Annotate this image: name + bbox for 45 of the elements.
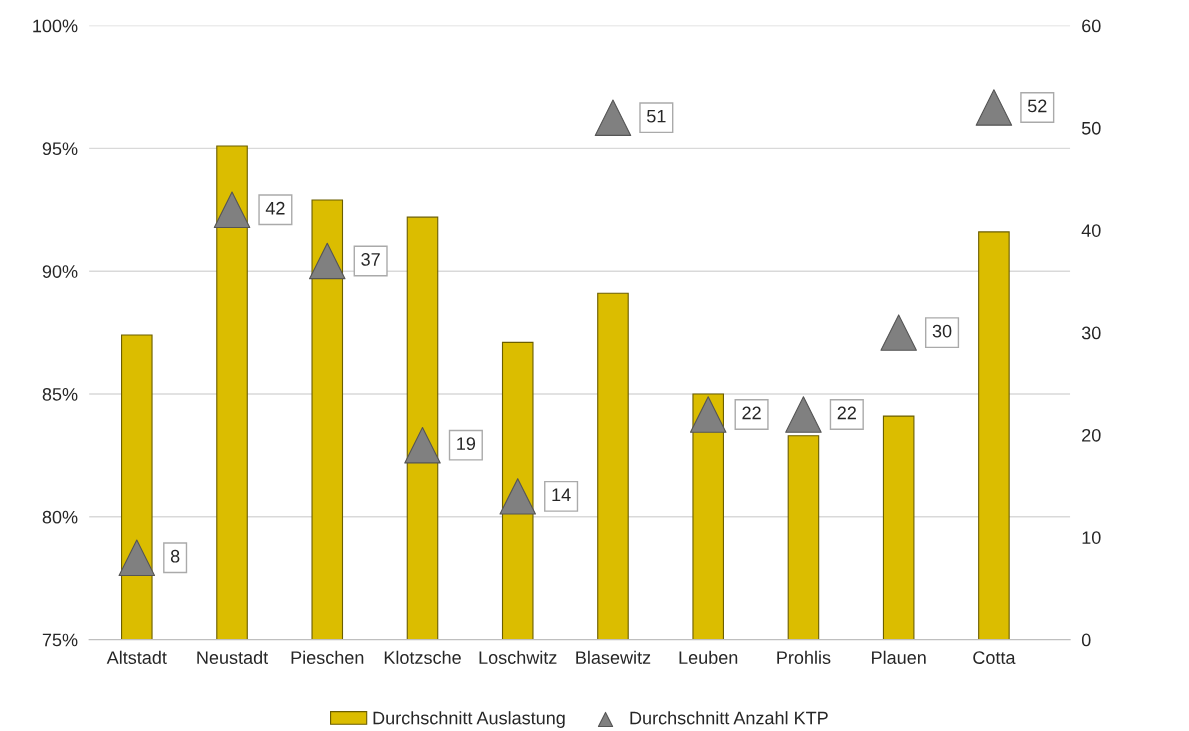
data-label: 8 xyxy=(170,549,180,563)
y2-tick-label: 10 xyxy=(1082,531,1101,545)
point xyxy=(499,478,536,515)
x-tick-label: Blasewitz xyxy=(576,650,651,664)
data-label: 22 xyxy=(742,406,761,420)
y2-tick-label: 60 xyxy=(1082,19,1101,33)
y-tick-label: 75% xyxy=(42,633,78,647)
point xyxy=(594,99,632,136)
point xyxy=(118,539,156,577)
x-tick-label: Altstadt xyxy=(106,650,167,664)
y-tick-label: 85% xyxy=(42,387,78,401)
y-tick-label: 100% xyxy=(33,19,78,33)
x-tick-label: Pieschen xyxy=(291,650,364,664)
point xyxy=(975,89,1013,126)
y2-tick-label: 30 xyxy=(1081,326,1101,340)
point xyxy=(689,396,727,433)
legend-label: Durchschnitt Anzahl KTP xyxy=(630,711,828,725)
y2-tick-label: 40 xyxy=(1081,224,1101,237)
data-label: 30 xyxy=(932,324,952,338)
data-label: 51 xyxy=(647,109,666,123)
y2-tick-label: 0 xyxy=(1081,633,1091,647)
data-label: 52 xyxy=(1027,99,1047,113)
point xyxy=(404,426,441,464)
point xyxy=(785,396,822,433)
y-tick-label: 95% xyxy=(42,142,78,156)
point xyxy=(309,242,346,280)
x-tick-label: Cotta xyxy=(973,651,1016,664)
x-tick-label: Neustadt xyxy=(197,650,269,664)
data-label: 14 xyxy=(552,488,571,502)
point xyxy=(213,191,251,229)
x-tick-label: Leuben xyxy=(679,650,738,664)
x-tick-label: Prohlis xyxy=(777,650,831,664)
y-tick-label: 80% xyxy=(42,510,78,524)
data-label: 22 xyxy=(837,406,856,420)
x-tick-label: Klotzsche xyxy=(384,650,461,664)
legend-label: Durchschnitt Auslastung xyxy=(373,711,565,728)
point xyxy=(880,314,917,351)
data-label: 42 xyxy=(265,201,285,215)
y-tick-label: 90% xyxy=(42,265,78,278)
x-tick-label: Loschwitz xyxy=(479,650,557,664)
y2-tick-label: 20 xyxy=(1082,428,1101,442)
x-tick-label: Plauen xyxy=(872,650,926,664)
data-label: 19 xyxy=(457,437,476,451)
y2-tick-label: 50 xyxy=(1081,121,1101,135)
data-label: 37 xyxy=(361,253,380,266)
